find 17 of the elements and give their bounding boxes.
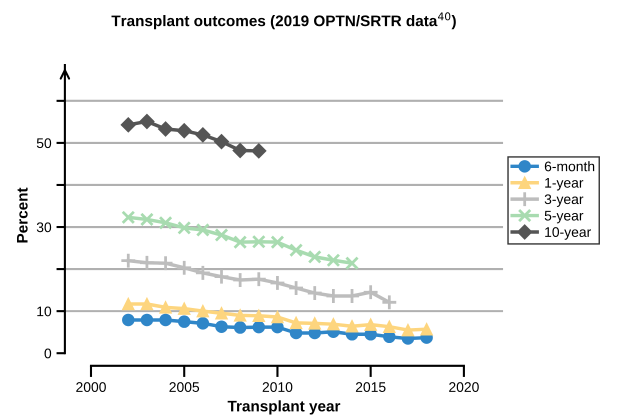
y-tick-label: 10 bbox=[37, 306, 52, 316]
chart-title: Transplant outcomes (2019 OPTN/SRTR data$^{40}$) bbox=[112, 12, 456, 30]
legend-label: 3-year bbox=[544, 194, 584, 207]
x-tick-label: 2020 bbox=[449, 382, 479, 392]
y-tick-label: 30 bbox=[36, 222, 52, 232]
x-tick-label: 2015 bbox=[356, 382, 386, 392]
legend-label: 5-year bbox=[544, 210, 584, 224]
x-tick-label: 2010 bbox=[262, 382, 292, 392]
x-axis-title: Transplant year bbox=[228, 400, 340, 415]
x-tick-label: 2000 bbox=[76, 382, 106, 392]
legend-label: 6-month bbox=[544, 161, 594, 172]
x-tick-label: 2005 bbox=[169, 382, 200, 392]
legend-label: 1-year bbox=[545, 178, 584, 190]
y-axis-title: Percent bbox=[17, 188, 28, 242]
legend-label: 10-year bbox=[545, 227, 591, 240]
y-tick-label: 50 bbox=[36, 138, 52, 148]
y-tick-label: 0 bbox=[44, 348, 52, 358]
